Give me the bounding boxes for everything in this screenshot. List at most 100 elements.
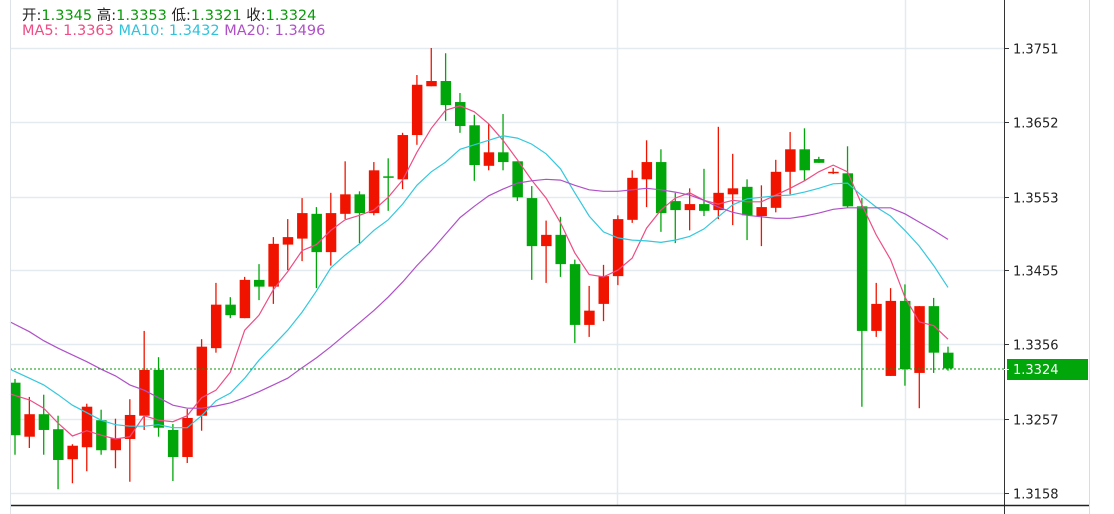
candle-up [282,219,294,271]
candle-body [440,81,452,106]
candle-body [325,213,337,253]
candle-up [483,123,495,171]
candle-up [426,48,437,87]
candle-up [182,408,193,463]
candle-down [383,158,394,211]
high-value: 1.3353 [116,8,167,24]
candle-body [67,445,78,460]
candle-body [584,310,595,325]
candle-up [770,159,782,213]
candle-body [254,279,265,287]
candle-body [569,264,581,325]
candle-up [325,192,337,266]
candle-body [655,162,667,214]
candle-body [842,173,854,207]
candle-up [210,282,222,353]
low-label: 低: [171,8,191,24]
candle-body [411,84,423,136]
candle-body [914,306,925,373]
candle-down [899,284,911,386]
candles-layer [10,48,954,490]
candle-body [713,192,724,211]
y-tick-label: 1.3455 [1013,265,1059,280]
y-tick-label: 1.3356 [1013,339,1059,354]
candle-body [354,194,365,214]
candle-body [598,276,610,304]
line-ma20 [9,178,949,409]
candle-down [469,114,480,181]
candle-up [110,418,121,469]
y-tick-label: 1.3652 [1013,117,1059,132]
candle-body [785,149,796,172]
candle-body [813,159,825,163]
candle-body [182,417,193,457]
candle-down [38,394,50,455]
candle-body [799,149,810,171]
candle-body [770,171,782,208]
candle-body [225,304,236,316]
candle-down [254,264,265,301]
candle-up [81,403,93,472]
candle-up [727,153,739,226]
candle-up [627,170,638,223]
candle-down [53,415,64,490]
candle-up [67,444,78,484]
y-tick-label: 1.3751 [1013,43,1059,58]
candle-down [569,259,581,343]
candle-body [53,429,64,460]
y-tick-label: 1.3553 [1013,192,1059,207]
grid-lines [10,0,1004,505]
candle-down [512,161,523,202]
candle-body [397,135,409,180]
legend-ma10: MA10: 1.3432 [118,23,220,39]
candle-body [742,186,753,216]
candle-body [139,369,150,416]
candle-body [684,204,696,211]
candle-body [24,414,35,437]
y-tick-label: 1.3257 [1013,414,1059,429]
candle-body [928,306,940,353]
candle-down [454,93,466,133]
legend-ma5: MA5: 1.3363 [22,23,114,39]
candle-up [914,306,925,409]
candle-up [411,75,423,145]
open-label: 开: [22,8,42,24]
candle-down [167,423,179,481]
candle-down [742,179,753,241]
candle-down [225,297,236,319]
ohlc-readout: 开:1.3345 高:1.3353 低:1.3321 收:1.3324 [22,4,316,25]
candle-body [311,213,322,253]
candle-up [268,237,279,304]
candle-up [598,264,610,322]
candle-body [268,243,279,287]
candle-up [584,285,595,337]
candle-up [139,330,150,430]
candle-up [612,215,624,286]
candle-down [670,192,681,244]
candle-body [512,161,523,198]
candle-body [340,194,351,214]
candle-down [842,146,854,208]
candle-down [96,409,107,455]
candle-down [655,149,667,232]
candle-up [368,162,380,216]
candle-down [698,168,710,217]
low-value: 1.3321 [190,8,242,24]
high-label: 高: [96,8,117,24]
candle-body [612,219,624,277]
candle-down [813,156,825,163]
candle-body [498,152,509,163]
candle-body [10,382,21,436]
candle-up [641,140,653,208]
candle-body [210,304,222,349]
last-price-value: 1.3324 [1013,363,1059,378]
candle-down [311,207,322,289]
y-tick-label: 1.3158 [1013,488,1059,503]
candle-down [354,191,365,244]
candle-body [756,207,767,217]
close-value: 1.3324 [265,8,317,24]
candle-body [196,346,208,416]
candle-up [756,185,767,247]
candle-body [167,429,179,457]
